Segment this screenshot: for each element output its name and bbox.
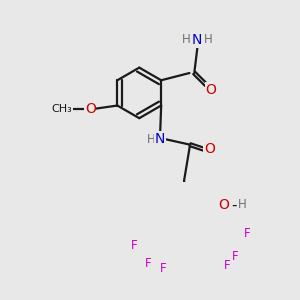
Text: -: - xyxy=(231,198,237,213)
Text: N: N xyxy=(192,33,202,47)
Text: O: O xyxy=(85,102,96,116)
Text: F: F xyxy=(160,262,166,275)
Text: CH₃: CH₃ xyxy=(52,103,72,114)
Text: F: F xyxy=(131,239,138,252)
Text: O: O xyxy=(206,83,217,97)
Text: O: O xyxy=(218,198,229,212)
Text: O: O xyxy=(204,142,215,157)
Text: H: H xyxy=(182,33,191,46)
Text: F: F xyxy=(232,250,238,262)
Text: F: F xyxy=(224,259,230,272)
Text: N: N xyxy=(155,132,165,146)
Text: F: F xyxy=(145,257,151,270)
Text: H: H xyxy=(147,134,156,146)
Text: F: F xyxy=(244,227,250,240)
Text: H: H xyxy=(204,33,212,46)
Text: H: H xyxy=(238,198,246,212)
